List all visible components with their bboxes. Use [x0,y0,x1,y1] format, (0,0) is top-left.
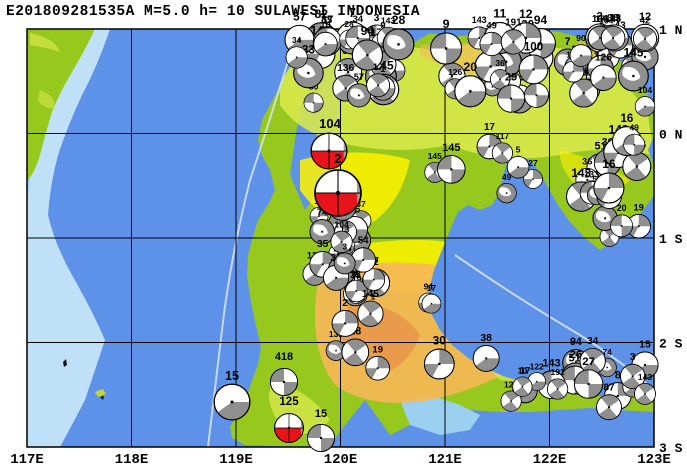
svg-text:36: 36 [582,157,592,167]
svg-text:145: 145 [362,289,379,300]
svg-text:191: 191 [505,18,522,29]
svg-text:29: 29 [505,72,517,84]
svg-text:19: 19 [372,344,383,355]
svg-text:191: 191 [551,367,565,377]
svg-text:143: 143 [638,372,652,382]
svg-text:145: 145 [428,151,442,161]
svg-text:418: 418 [275,351,293,363]
svg-text:17: 17 [595,13,605,24]
svg-text:7: 7 [565,36,571,48]
svg-text:1 N: 1 N [659,23,682,38]
svg-text:125: 125 [279,396,299,408]
svg-text:10: 10 [518,366,528,376]
svg-text:15: 15 [639,339,651,351]
svg-text:5: 5 [516,145,521,155]
svg-text:15: 15 [315,408,327,420]
svg-text:94: 94 [534,13,548,27]
svg-text:119E: 119E [219,452,253,468]
svg-text:57: 57 [354,72,364,82]
svg-text:118E: 118E [115,452,149,468]
svg-text:3: 3 [630,352,636,363]
svg-text:30: 30 [433,333,447,347]
svg-text:117E: 117E [10,452,44,468]
svg-text:0 N: 0 N [659,128,682,143]
svg-text:94: 94 [361,24,375,38]
svg-text:27: 27 [528,158,538,168]
svg-text:126: 126 [595,53,612,64]
svg-text:15: 15 [225,369,239,383]
svg-text:17: 17 [427,283,437,293]
svg-text:35: 35 [317,239,329,250]
svg-text:1 S: 1 S [659,232,683,247]
svg-text:2: 2 [342,298,348,309]
svg-text:121E: 121E [428,452,462,468]
svg-text:3 S: 3 S [659,441,683,456]
svg-text:42: 42 [640,15,650,25]
svg-text:17: 17 [373,62,383,72]
svg-text:20: 20 [617,203,627,213]
svg-text:90: 90 [576,33,586,43]
svg-text:120E: 120E [324,452,358,468]
svg-text:143: 143 [472,15,487,25]
svg-text:3: 3 [342,241,347,251]
svg-text:34: 34 [587,336,599,347]
svg-text:145: 145 [442,142,460,154]
svg-text:117: 117 [496,131,510,141]
svg-text:2 S: 2 S [659,337,683,352]
svg-text:143: 143 [605,13,621,24]
svg-text:17: 17 [484,122,495,133]
svg-text:104: 104 [638,85,652,95]
svg-text:104: 104 [319,116,341,131]
svg-text:126: 126 [448,67,462,77]
svg-text:49: 49 [486,19,496,30]
svg-text:36: 36 [495,58,505,68]
svg-text:87: 87 [603,383,615,394]
svg-text:19: 19 [633,201,643,212]
svg-text:9: 9 [443,17,450,31]
svg-text:136: 136 [337,63,354,74]
svg-text:10: 10 [320,19,330,30]
svg-text:2: 2 [334,151,341,166]
svg-text:34: 34 [292,35,302,45]
svg-text:51: 51 [569,353,581,365]
svg-text:122: 122 [530,361,544,371]
svg-text:27: 27 [582,356,595,368]
svg-text:16: 16 [602,157,616,171]
svg-text:94: 94 [570,336,582,348]
svg-text:20: 20 [463,60,477,74]
svg-text:104: 104 [334,219,349,229]
svg-text:122E: 122E [533,452,567,468]
svg-text:54: 54 [358,236,369,247]
svg-text:49: 49 [629,123,639,133]
svg-text:100: 100 [524,41,543,53]
svg-text:E201809281535A M=5.0 h= 10: E201809281535A M=5.0 h= 10 SULAWESI INDO… [6,4,420,20]
svg-text:38: 38 [480,333,492,344]
